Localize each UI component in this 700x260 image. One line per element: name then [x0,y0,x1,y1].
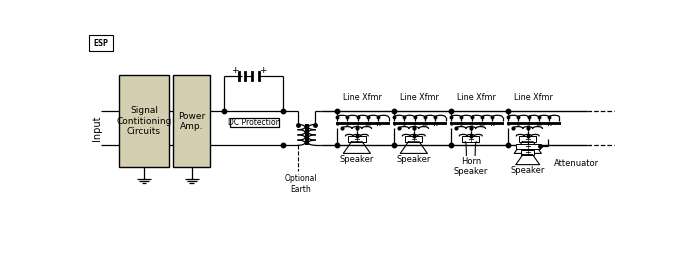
Text: 5: 5 [356,122,359,127]
Text: 10: 10 [421,122,428,127]
Bar [89,35,113,51]
Text: W: W [433,122,438,127]
Text: 1: 1 [506,122,510,127]
Text: 10: 10 [536,122,542,127]
Text: 2: 2 [459,122,463,127]
Text: Optional
Earth: Optional Earth [284,174,317,194]
Text: 2: 2 [517,122,520,127]
Bar [405,136,423,142]
Text: 1: 1 [392,122,396,127]
Bar [519,136,536,142]
Text: Line Xfmr: Line Xfmr [344,93,382,102]
Text: Signal
Contitioning
Circuits: Signal Contitioning Circuits [116,106,172,136]
Text: 5: 5 [470,122,473,127]
Bar [119,75,169,167]
Text: +: + [468,135,474,144]
Text: +: + [354,135,360,144]
Text: 10: 10 [478,122,485,127]
Text: W: W [489,122,495,127]
Text: Line Xfmr: Line Xfmr [514,93,553,102]
Bar [462,136,480,142]
Text: +: + [524,142,531,151]
Text: Speaker: Speaker [340,155,374,164]
Text: Horn
Speaker: Horn Speaker [454,157,488,177]
Text: ESP: ESP [94,39,108,48]
Bar [230,118,279,127]
Text: 1: 1 [335,122,339,127]
Bar [348,136,365,142]
Text: +: + [231,66,238,75]
Text: 5: 5 [527,122,531,127]
Bar [516,144,540,149]
Text: W: W [547,122,552,127]
Text: 2: 2 [346,122,349,127]
Text: Line Xfmr: Line Xfmr [400,93,439,102]
Text: Speaker: Speaker [510,166,545,175]
Text: Line Xfmr: Line Xfmr [457,93,496,102]
Text: 1: 1 [449,122,453,127]
Text: +: + [524,135,531,144]
Text: Attenuator: Attenuator [554,159,599,168]
Text: +: + [260,66,267,75]
Text: Power
Amp.: Power Amp. [178,112,205,131]
Bar [173,75,210,167]
Text: 2: 2 [402,122,406,127]
Text: DC Protection: DC Protection [228,118,281,127]
Text: +: + [410,135,417,144]
Text: Speaker: Speaker [397,155,431,164]
Text: 5: 5 [413,122,416,127]
Text: +: + [524,148,531,157]
Text: W: W [375,122,381,127]
Text: 10: 10 [365,122,372,127]
Text: Input: Input [92,115,102,141]
Bar [522,150,534,155]
